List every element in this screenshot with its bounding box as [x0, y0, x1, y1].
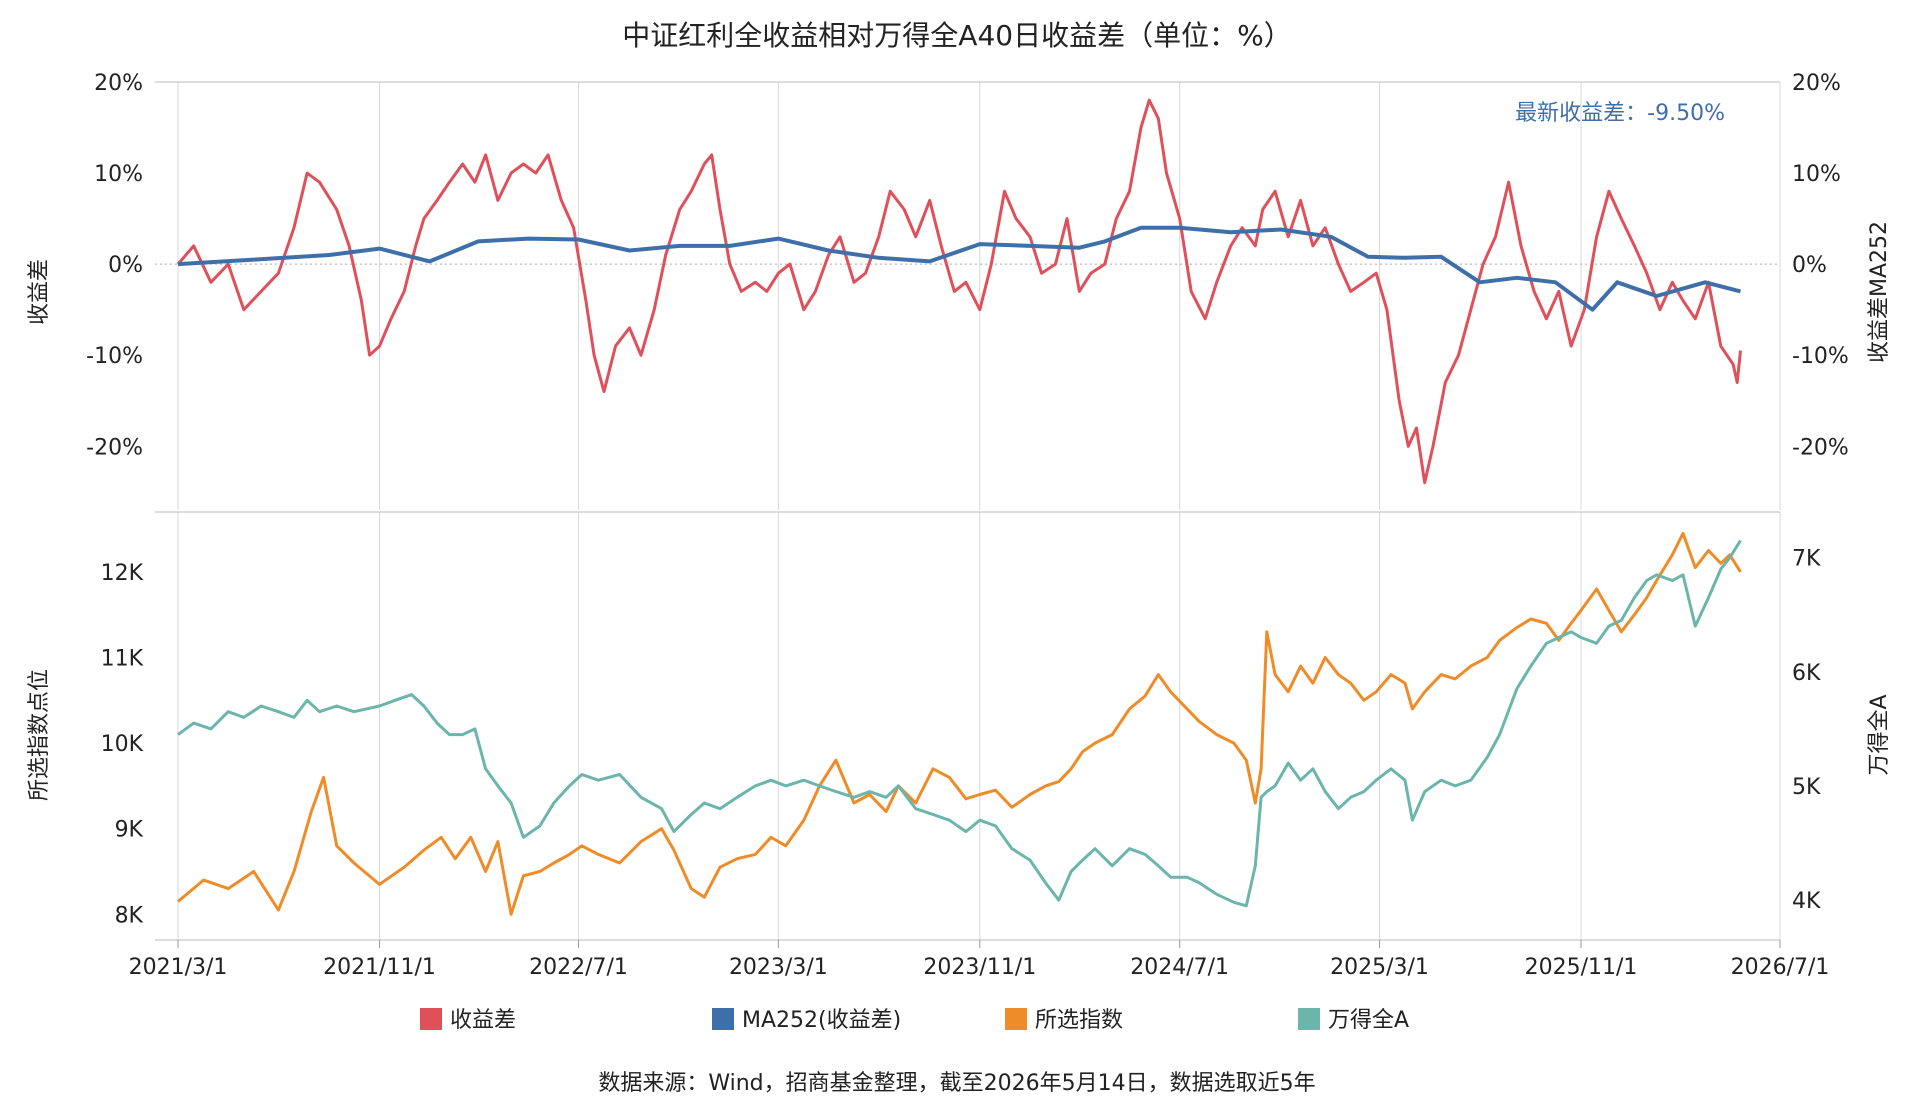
- legend-swatch: [1005, 1008, 1027, 1030]
- bottom-right-tick-label: 4K: [1792, 889, 1821, 914]
- legend-label: 收益差: [450, 1008, 516, 1033]
- bottom-panel-grid: [177, 512, 1781, 940]
- bottom-left-tick-label: 12K: [101, 561, 144, 586]
- bottom-panel-series: [177, 531, 1742, 916]
- bottom-left-tick-label: 8K: [115, 903, 144, 928]
- legend-label: MA252(收益差): [742, 1008, 901, 1033]
- bottom-left-axis-label: 所选指数点位: [27, 669, 52, 801]
- x-tick-label: 2025/3/1: [1330, 955, 1429, 980]
- top-panel-grid: [177, 82, 1781, 510]
- top-left-tick-label: -20%: [86, 435, 143, 460]
- bottom-left-tick-label: 11K: [101, 647, 144, 672]
- x-tick-label: 2023/11/1: [923, 955, 1036, 980]
- x-tick-label: 2026/7/1: [1731, 955, 1830, 980]
- bottom-right-tick-label: 6K: [1792, 661, 1821, 686]
- legend-swatch: [1298, 1008, 1320, 1030]
- bottom-left-tick-label: 10K: [101, 732, 144, 757]
- top-panel-axes: 20% 20% 10% 10% 0% 0% -10% -10% -20% -20%: [86, 71, 1849, 513]
- bottom-right-axis-label: 万得全A: [1867, 694, 1892, 775]
- top-left-tick-label: -10%: [86, 344, 143, 369]
- top-right-tick-label: 10%: [1792, 162, 1841, 187]
- legend-label: 所选指数: [1035, 1008, 1123, 1033]
- chart-legend: 收益差 MA252(收益差) 所选指数 万得全A: [420, 1008, 1409, 1033]
- top-left-axis-label: 收益差: [27, 259, 52, 325]
- bottom-right-tick-label: 7K: [1792, 547, 1821, 572]
- bottom-right-tick-label: 5K: [1792, 775, 1821, 800]
- latest-spread-label: 最新收益差：-9.50%: [1515, 101, 1725, 126]
- top-right-tick-label: 0%: [1792, 253, 1827, 278]
- top-left-tick-label: 10%: [94, 162, 143, 187]
- top-left-tick-label: 0%: [108, 253, 143, 278]
- bottom-panel-axes: 12K 11K 10K 9K 8K 7K 6K 5K 4K 2021/3/1 2021/11/1 20…: [101, 547, 1830, 980]
- top-right-tick-label: -20%: [1792, 435, 1849, 460]
- source-note: 数据来源：Wind，招商基金整理，截至2026年5月14日，数据选取近5年: [598, 1071, 1315, 1096]
- legend-swatch: [420, 1008, 442, 1030]
- wind-a-series-line: [177, 539, 1742, 908]
- top-right-axis-label: 收益差MA252: [1867, 221, 1892, 363]
- x-tick-label: 2023/3/1: [729, 955, 828, 980]
- top-right-tick-label: 20%: [1792, 71, 1841, 96]
- legend-swatch: [712, 1008, 734, 1030]
- x-tick-label: 2025/11/1: [1525, 955, 1638, 980]
- spread-series-line: [176, 98, 1742, 485]
- x-tick-label: 2022/7/1: [529, 955, 628, 980]
- ma252-series-line: [177, 225, 1741, 312]
- legend-label: 万得全A: [1328, 1008, 1409, 1033]
- top-right-tick-label: -10%: [1792, 344, 1849, 369]
- x-tick-label: 2021/3/1: [129, 955, 228, 980]
- selected-index-series-line: [177, 531, 1742, 916]
- x-tick-label: 2024/7/1: [1130, 955, 1229, 980]
- chart-title: 中证红利全收益相对万得全A40日收益差（单位：%）: [622, 19, 1291, 52]
- bottom-left-tick-label: 9K: [115, 818, 144, 843]
- x-tick-label: 2021/11/1: [323, 955, 436, 980]
- top-left-tick-label: 20%: [94, 71, 143, 96]
- top-panel-series: [176, 98, 1742, 485]
